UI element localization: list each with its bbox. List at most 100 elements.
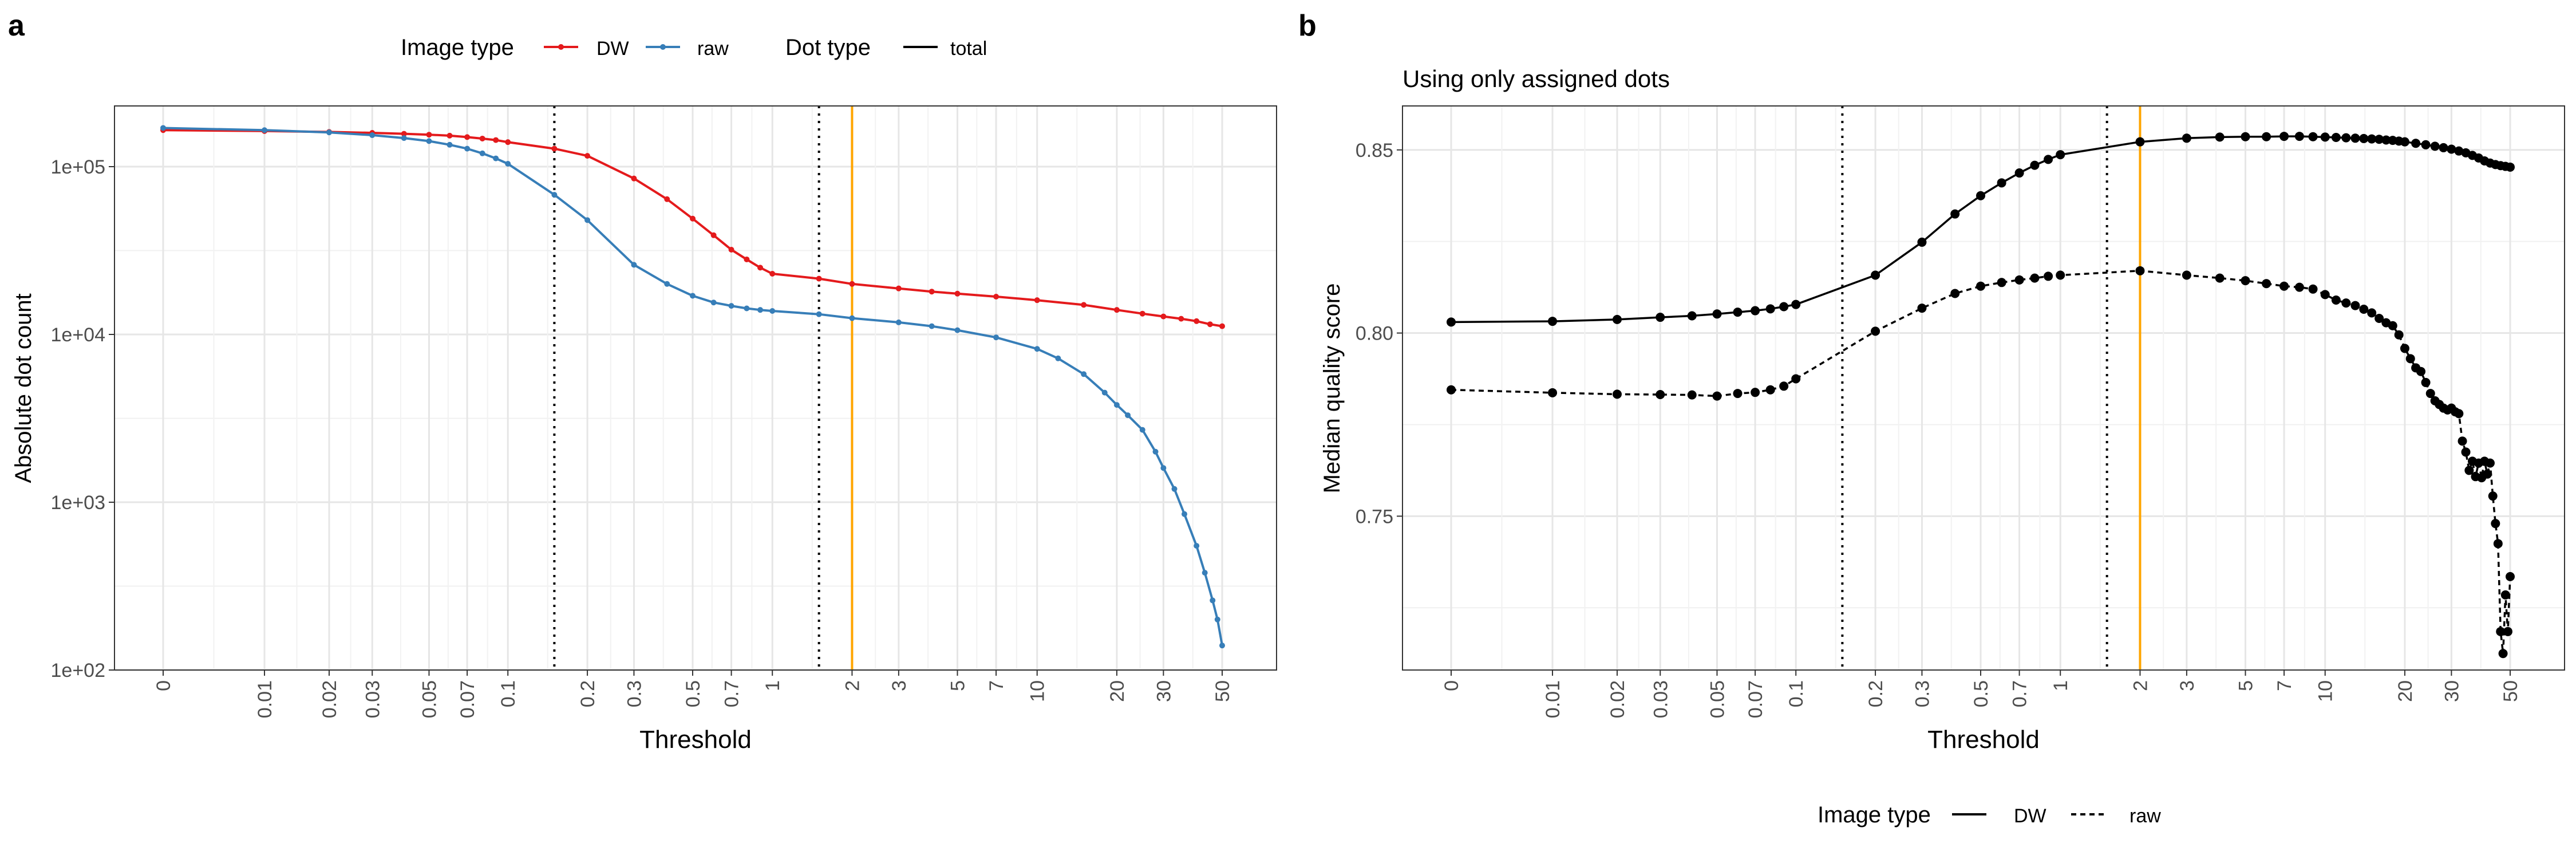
data-point-raw — [664, 281, 670, 287]
data-point-raw — [2506, 572, 2515, 581]
data-point-raw — [1219, 643, 1225, 649]
data-point-dw — [2044, 155, 2053, 164]
data-point-raw — [1034, 346, 1040, 352]
x-tick-label: 0.5 — [1970, 680, 1992, 707]
x-tick-label: 20 — [2395, 680, 2416, 702]
data-point-raw — [2374, 313, 2384, 323]
data-point-raw — [2498, 649, 2508, 659]
data-point-raw — [2503, 626, 2512, 636]
data-point-dw — [664, 196, 670, 202]
data-point-dw — [1219, 323, 1225, 329]
x-tick-label: 0.7 — [721, 680, 743, 707]
data-point-raw — [895, 319, 902, 325]
x-tick-label: 0.01 — [1542, 680, 1564, 718]
data-point-raw — [2425, 389, 2435, 399]
panel-a-x-axis-title: Threshold — [639, 726, 752, 754]
panel-b-x-ticks: 0 0.01 0.02 0.03 0.05 0.07 0.1 0.2 0.3 0.5 0.7 1 2 3 5… — [1441, 670, 2522, 718]
panel-b-y-ticks: 0.75 0.80 0.85 — [1356, 140, 1402, 527]
data-point-raw — [369, 132, 376, 139]
legend-b-title: Image type — [1818, 802, 1931, 828]
data-point-raw — [2044, 271, 2053, 281]
x-tick-label: 50 — [2500, 680, 2522, 702]
x-tick-label: 2 — [2129, 680, 2151, 691]
data-point-dw — [2506, 162, 2515, 172]
data-point-dw — [849, 281, 855, 287]
panel-a-y-axis-title: Absolute dot count — [11, 293, 36, 483]
data-point-raw — [1125, 412, 1131, 419]
data-point-raw — [2320, 290, 2330, 300]
data-point-raw — [2215, 273, 2225, 283]
data-point-raw — [2454, 409, 2464, 419]
series-line-dw — [163, 129, 1223, 328]
data-point-dw — [1950, 209, 1960, 219]
y-tick-label: 1e+03 — [51, 492, 106, 514]
data-point-dw — [2331, 133, 2341, 143]
data-point-raw — [2359, 304, 2369, 314]
x-tick-label: 10 — [2315, 680, 2337, 702]
data-point-dw — [2411, 139, 2421, 148]
data-point-dw — [1871, 270, 1880, 280]
data-point-dw — [2262, 132, 2271, 141]
legend-b-label-raw: raw — [2129, 805, 2161, 827]
data-point-raw — [2056, 270, 2065, 280]
data-point-raw — [1765, 385, 1775, 395]
x-tick-label: 0.7 — [2009, 680, 2031, 707]
x-tick-label: 1 — [2050, 680, 2072, 691]
data-point-raw — [1152, 448, 1159, 455]
data-point-raw — [1612, 389, 1622, 399]
data-point-raw — [1712, 391, 1722, 401]
data-point-raw — [1202, 570, 1208, 576]
data-point-dw — [1139, 310, 1145, 317]
data-point-raw — [2341, 298, 2351, 308]
data-point-dw — [401, 131, 407, 137]
data-point-raw — [1055, 355, 1061, 361]
data-point-dw — [584, 153, 591, 159]
data-point-dw — [929, 289, 935, 295]
data-point-raw — [326, 129, 332, 136]
data-point-dw — [1447, 317, 1456, 327]
x-tick-label: 0.3 — [1911, 680, 1933, 707]
data-point-dw — [2454, 146, 2464, 156]
data-point-dw — [426, 132, 432, 138]
x-tick-label: 0 — [1441, 680, 1463, 691]
data-point-dw — [551, 145, 558, 152]
data-point-dw — [2430, 141, 2440, 151]
data-point-dw — [2294, 132, 2304, 141]
data-point-dw — [993, 293, 999, 300]
data-point-raw — [1779, 381, 1789, 391]
data-point-raw — [479, 150, 485, 156]
y-tick-label: 0.75 — [1356, 506, 1393, 527]
data-point-raw — [2331, 295, 2341, 305]
data-point-raw — [2308, 284, 2318, 294]
panel-b-series — [1447, 132, 2515, 659]
legend-a-key-dw — [544, 44, 578, 50]
x-tick-label: 0.07 — [1745, 680, 1767, 718]
data-point-raw — [1171, 486, 1178, 492]
data-point-raw — [2294, 282, 2304, 292]
x-tick-label: 0.2 — [577, 680, 599, 707]
data-point-dw — [464, 134, 471, 140]
data-point-dw — [2308, 132, 2318, 141]
panel-b-gridlines — [1402, 106, 2565, 670]
data-point-raw — [1871, 326, 1880, 336]
panel-b-legend: Image type DW raw — [1818, 802, 2161, 828]
data-point-dw — [1976, 191, 1986, 200]
data-point-raw — [2485, 458, 2495, 468]
data-point-raw — [1182, 511, 1188, 517]
data-point-raw — [464, 145, 471, 152]
panel-a-threshold-lines — [553, 106, 854, 670]
data-point-raw — [2262, 279, 2271, 289]
data-point-raw — [2014, 275, 2024, 285]
data-point-dw — [1791, 300, 1801, 309]
data-point-dw — [1113, 307, 1120, 313]
data-point-dw — [816, 275, 822, 282]
panel-a-tag: a — [8, 9, 25, 42]
x-tick-label: 0.03 — [1650, 680, 1672, 718]
data-point-raw — [1751, 388, 1760, 397]
panel-b-title: Using only assigned dots — [1402, 65, 1670, 92]
legend-b-label-dw: DW — [2014, 805, 2046, 827]
x-tick-label: 1 — [762, 680, 784, 691]
data-point-dw — [2367, 134, 2377, 144]
legend-a-label-dw: DW — [596, 38, 629, 60]
data-point-raw — [1656, 390, 1665, 400]
